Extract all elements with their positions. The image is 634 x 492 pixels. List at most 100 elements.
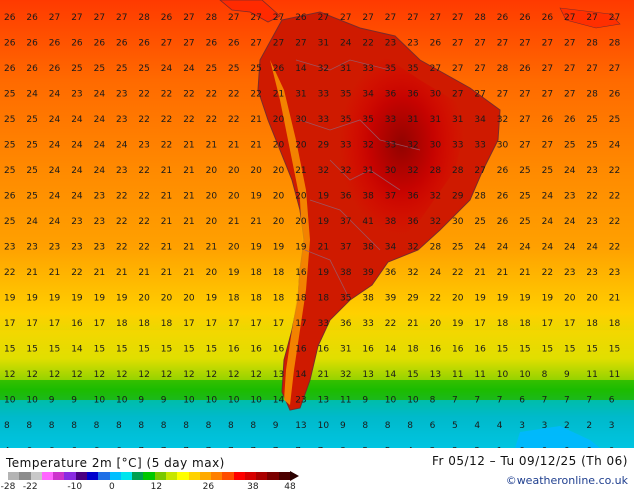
grid-value: 18 bbox=[407, 345, 419, 355]
grid-value: 30 bbox=[452, 217, 464, 227]
grid-value: 18 bbox=[609, 319, 621, 329]
grid-value: 6 bbox=[609, 396, 615, 406]
grid-value: 7 bbox=[564, 396, 570, 406]
grid-value: 20 bbox=[250, 166, 262, 176]
grid-value: 28 bbox=[430, 243, 442, 253]
grid-value: 27 bbox=[542, 39, 553, 49]
grid-value: 27 bbox=[564, 39, 575, 49]
grid-value: 20 bbox=[183, 294, 195, 304]
grid-value: 10 bbox=[228, 396, 240, 406]
grid-value: 15 bbox=[138, 345, 149, 355]
grid-value: 16 bbox=[430, 345, 442, 355]
map-canvas: 26 26 27 27 27 27 28 26 27 28 27 27 27 26 27 27 27 27 27 27… bbox=[0, 0, 634, 448]
grid-value: 6 bbox=[519, 396, 525, 406]
grid-value: 2 bbox=[474, 447, 480, 449]
grid-value: 8 bbox=[385, 421, 391, 431]
grid-value: 21 bbox=[519, 268, 530, 278]
grid-value: 8 bbox=[49, 421, 55, 431]
grid-value: 0 bbox=[564, 447, 570, 449]
caribbean-island bbox=[559, 7, 621, 29]
grid-value: 9 bbox=[161, 396, 167, 406]
grid-value: 27 bbox=[519, 115, 530, 125]
grid-value: 6 bbox=[49, 447, 55, 449]
legend-color-swatch bbox=[278, 472, 291, 480]
grid-value: 21 bbox=[273, 90, 284, 100]
grid-value: 7 bbox=[542, 396, 548, 406]
grid-value: 23 bbox=[26, 243, 37, 253]
legend-color-swatch bbox=[41, 472, 54, 480]
grid-value: 22 bbox=[206, 115, 217, 125]
grid-value: 24 bbox=[430, 268, 442, 278]
grid-value: 7 bbox=[206, 447, 212, 449]
grid-value: 25 bbox=[71, 64, 82, 74]
grid-value: 27 bbox=[116, 13, 127, 23]
legend-color-swatch bbox=[143, 472, 155, 480]
legend-tick-label: -22 bbox=[22, 482, 38, 492]
grid-value: 30 bbox=[430, 90, 442, 100]
grid-value: 27 bbox=[362, 13, 373, 23]
grid-value: 30 bbox=[497, 141, 509, 151]
grid-value: 37 bbox=[340, 217, 351, 227]
grid-value: 32 bbox=[362, 141, 373, 151]
grid-value: 22 bbox=[116, 192, 127, 202]
grid-value: 27 bbox=[609, 13, 620, 23]
grid-value: 21 bbox=[295, 166, 306, 176]
grid-value: 20 bbox=[273, 192, 285, 202]
grid-value: 20 bbox=[295, 192, 307, 202]
grid-value: 2 bbox=[586, 421, 592, 431]
grid-value: 6 bbox=[26, 447, 32, 449]
grid-value: 5 bbox=[452, 421, 458, 431]
grid-value: 21 bbox=[161, 217, 172, 227]
grid-value: 22 bbox=[430, 294, 441, 304]
grid-value: 24 bbox=[49, 90, 61, 100]
grid-value: 22 bbox=[116, 243, 127, 253]
grid-value: 34 bbox=[362, 90, 374, 100]
grid-value: 17 bbox=[206, 319, 217, 329]
grid-value: 0 bbox=[609, 447, 615, 449]
grid-value: 25 bbox=[4, 115, 15, 125]
grid-value: 22 bbox=[161, 115, 172, 125]
grid-value: 15 bbox=[183, 345, 194, 355]
grid-value: 15 bbox=[116, 345, 127, 355]
legend-tick-label: -28 bbox=[0, 482, 16, 492]
grid-value: 12 bbox=[116, 370, 127, 380]
grid-value: 25 bbox=[4, 217, 15, 227]
grid-value: 16 bbox=[362, 345, 374, 355]
legend-color-swatch bbox=[256, 472, 268, 480]
grid-value: 27 bbox=[474, 90, 485, 100]
grid-value: 18 bbox=[497, 319, 509, 329]
grid-value: 27 bbox=[452, 39, 463, 49]
grid-value: 31 bbox=[295, 90, 306, 100]
grid-value: 19 bbox=[295, 243, 307, 253]
grid-value: 7 bbox=[474, 396, 480, 406]
grid-value: 26 bbox=[26, 13, 38, 23]
grid-value: 24 bbox=[94, 166, 106, 176]
grid-value: 25 bbox=[116, 64, 127, 74]
grid-value: 24 bbox=[71, 115, 83, 125]
grid-value: 16 bbox=[273, 345, 285, 355]
grid-value: 18 bbox=[250, 294, 262, 304]
grid-value: 4 bbox=[407, 447, 413, 449]
grid-value: 28 bbox=[586, 39, 598, 49]
grid-value: 6 bbox=[116, 447, 122, 449]
country-borders bbox=[295, 59, 421, 301]
grid-value: 25 bbox=[26, 141, 37, 151]
andes-strip bbox=[270, 60, 310, 405]
grid-value: 23 bbox=[71, 90, 82, 100]
grid-value: 18 bbox=[250, 268, 262, 278]
grid-value: 33 bbox=[452, 141, 463, 151]
credit-link[interactable]: ©weatheronline.co.uk bbox=[505, 474, 628, 487]
grid-value: 26 bbox=[542, 115, 554, 125]
grid-value: 0 bbox=[586, 447, 592, 449]
grid-value: 21 bbox=[161, 268, 172, 278]
grid-value: 14 bbox=[295, 370, 307, 380]
grid-value: 34 bbox=[474, 115, 486, 125]
grid-value: 27 bbox=[183, 13, 194, 23]
grid-value: 28 bbox=[474, 13, 486, 23]
grid-value: 4 bbox=[474, 421, 480, 431]
grid-value: 24 bbox=[542, 217, 554, 227]
grid-value: 14 bbox=[273, 396, 285, 406]
grid-value: 7 bbox=[250, 447, 256, 449]
grid-value: 1 bbox=[497, 447, 503, 449]
grid-value: 28 bbox=[430, 166, 442, 176]
